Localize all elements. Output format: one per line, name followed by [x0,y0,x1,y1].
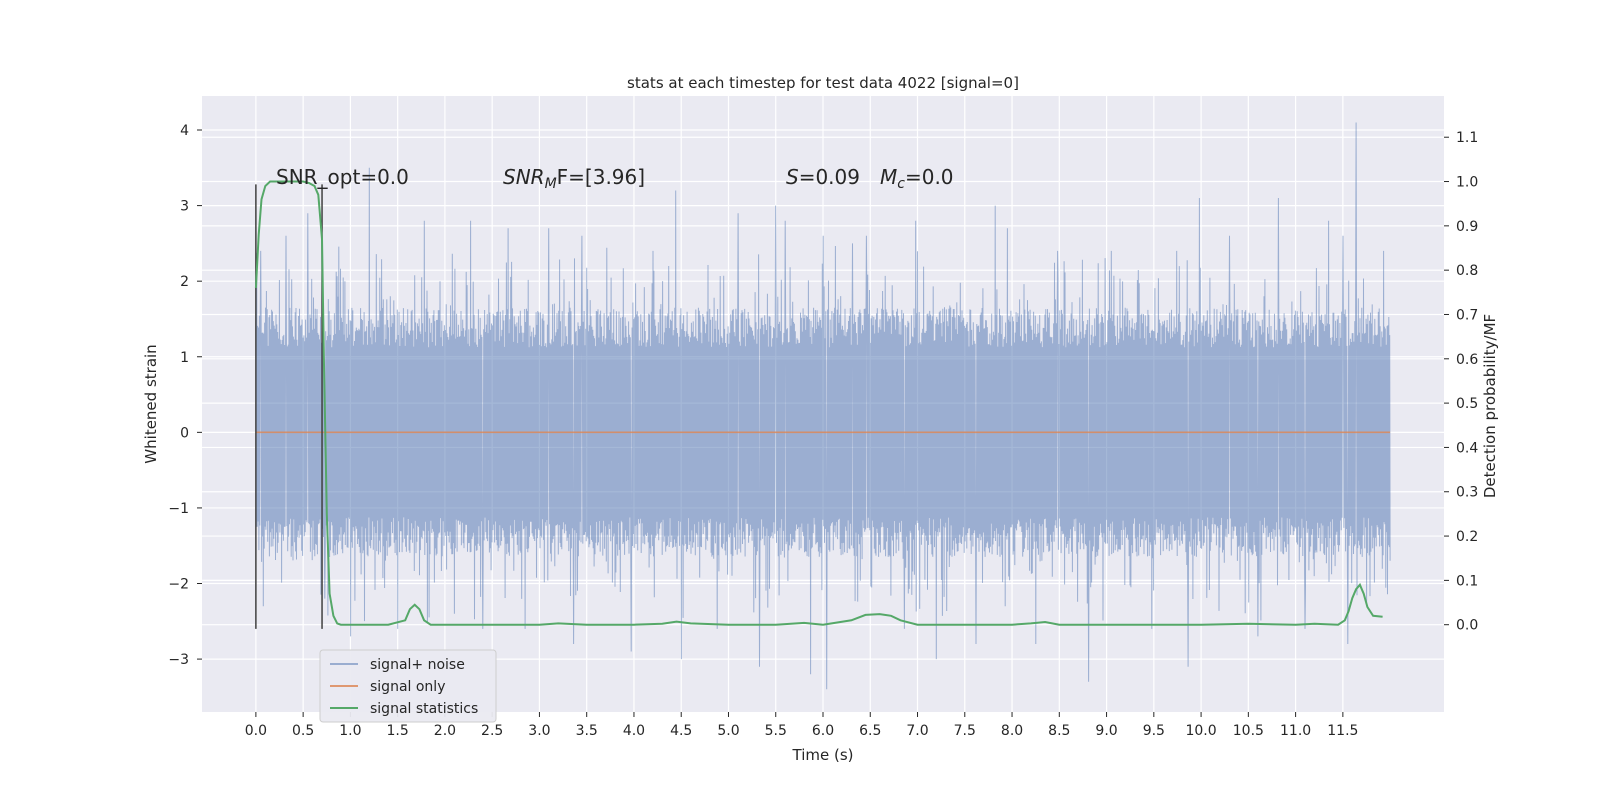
y2-tick-label: 0.7 [1456,307,1478,323]
y2-tick-label: 0.5 [1456,396,1478,412]
legend-label-signal-statistics: signal statistics [370,701,478,717]
x-tick-label: 8.0 [1001,723,1023,739]
legend-label-signal-only: signal only [370,679,445,695]
y2-tick-label: 0.4 [1456,440,1478,456]
x-tick-label: 8.5 [1048,723,1070,739]
x-tick-label: 7.5 [954,723,976,739]
y2-tick-label: 0.6 [1456,352,1478,368]
y2-tick-label: 0.0 [1456,618,1478,634]
x-tick-label: 10.0 [1185,723,1216,739]
x-tick-label: 0.5 [292,723,314,739]
y2-tick-label: 0.2 [1456,529,1478,545]
mc-sub: c [897,176,905,192]
y2-tick-label: 0.3 [1456,485,1478,501]
x-tick-label: 7.0 [906,723,928,739]
x-tick-label: 5.5 [765,723,787,739]
annotations: SNR_opt=0.0 SNRMF=[3.96] S=0.09 Mc=0.0 [276,165,954,192]
s-main: S [786,165,799,189]
y2-axis-label: Detection probability/MF [1481,314,1499,498]
y-tick-label: 4 [180,123,189,139]
y-tick-label: 0 [180,425,189,441]
y2-tick-label: 0.9 [1456,219,1478,235]
legend-box [319,649,497,723]
x-tick-label: 6.0 [812,723,834,739]
y2-tick-label: 0.1 [1456,573,1478,589]
x-tick-label: 5.0 [717,723,739,739]
y-axis-label: Whitened strain [142,344,160,463]
x-tick-label: 2.5 [481,723,503,739]
snr-mf-sub: M [545,176,557,192]
x-tick-label: 9.5 [1143,723,1165,739]
snr-mf-rest: F=[3.96] [557,165,645,189]
x-tick-label: 11.0 [1280,723,1311,739]
s-rest: =0.09 [799,165,860,189]
snr-mf-annotation: SNRMF=[3.96] [503,165,645,192]
y-tick-label: −1 [168,501,189,517]
mc-rest: =0.0 [905,165,954,189]
snr-opt-annotation: SNR_opt=0.0 [276,165,409,189]
mc-annotation: Mc=0.0 [880,165,954,192]
y-tick-label: −2 [168,577,189,593]
y-tick-label: 3 [180,199,189,215]
s-annotation: S=0.09 [786,165,860,189]
x-tick-label: 11.5 [1327,723,1358,739]
y2-tick-label: 0.8 [1456,263,1478,279]
x-tick-label: 6.5 [859,723,881,739]
x-tick-label: 9.0 [1095,723,1117,739]
x-tick-label: 4.5 [670,723,692,739]
snr-mf-main: SNR [503,165,545,189]
ticks-layer: 0.0 0.5 1.0 1.5 2.0 2.5 3.0 3.5 4.0 4.5 5.0 5.5 6.0 6… [168,123,1478,739]
lines-layer [254,180,1391,629]
y-tick-label: −3 [168,652,189,668]
x-tick-label: 0.0 [245,723,267,739]
x-tick-label: 3.0 [528,723,550,739]
mc-main: M [880,165,897,189]
x-tick-label: 1.5 [387,723,409,739]
x-tick-label: 10.5 [1233,723,1264,739]
legend-label-signal-noise: signal+ noise [370,657,465,673]
x-tick-label: 3.5 [576,723,598,739]
x-axis-label: Time (s) [792,746,854,764]
y-tick-label: 2 [180,274,189,290]
noise-series [255,122,1391,690]
y-tick-label: 1 [180,350,189,366]
y2-tick-label: 1.1 [1456,130,1478,146]
x-tick-label: 2.0 [434,723,456,739]
series-signal-noise-line [255,122,1391,690]
chart-title: stats at each timestep for test data 402… [627,74,1019,92]
series-signal-statistics-line [254,180,1383,626]
y2-tick-label: 1.0 [1456,175,1478,191]
x-tick-label: 4.0 [623,723,645,739]
legend: signal+ noise signal only signal statist… [319,649,497,723]
x-tick-label: 1.0 [339,723,361,739]
